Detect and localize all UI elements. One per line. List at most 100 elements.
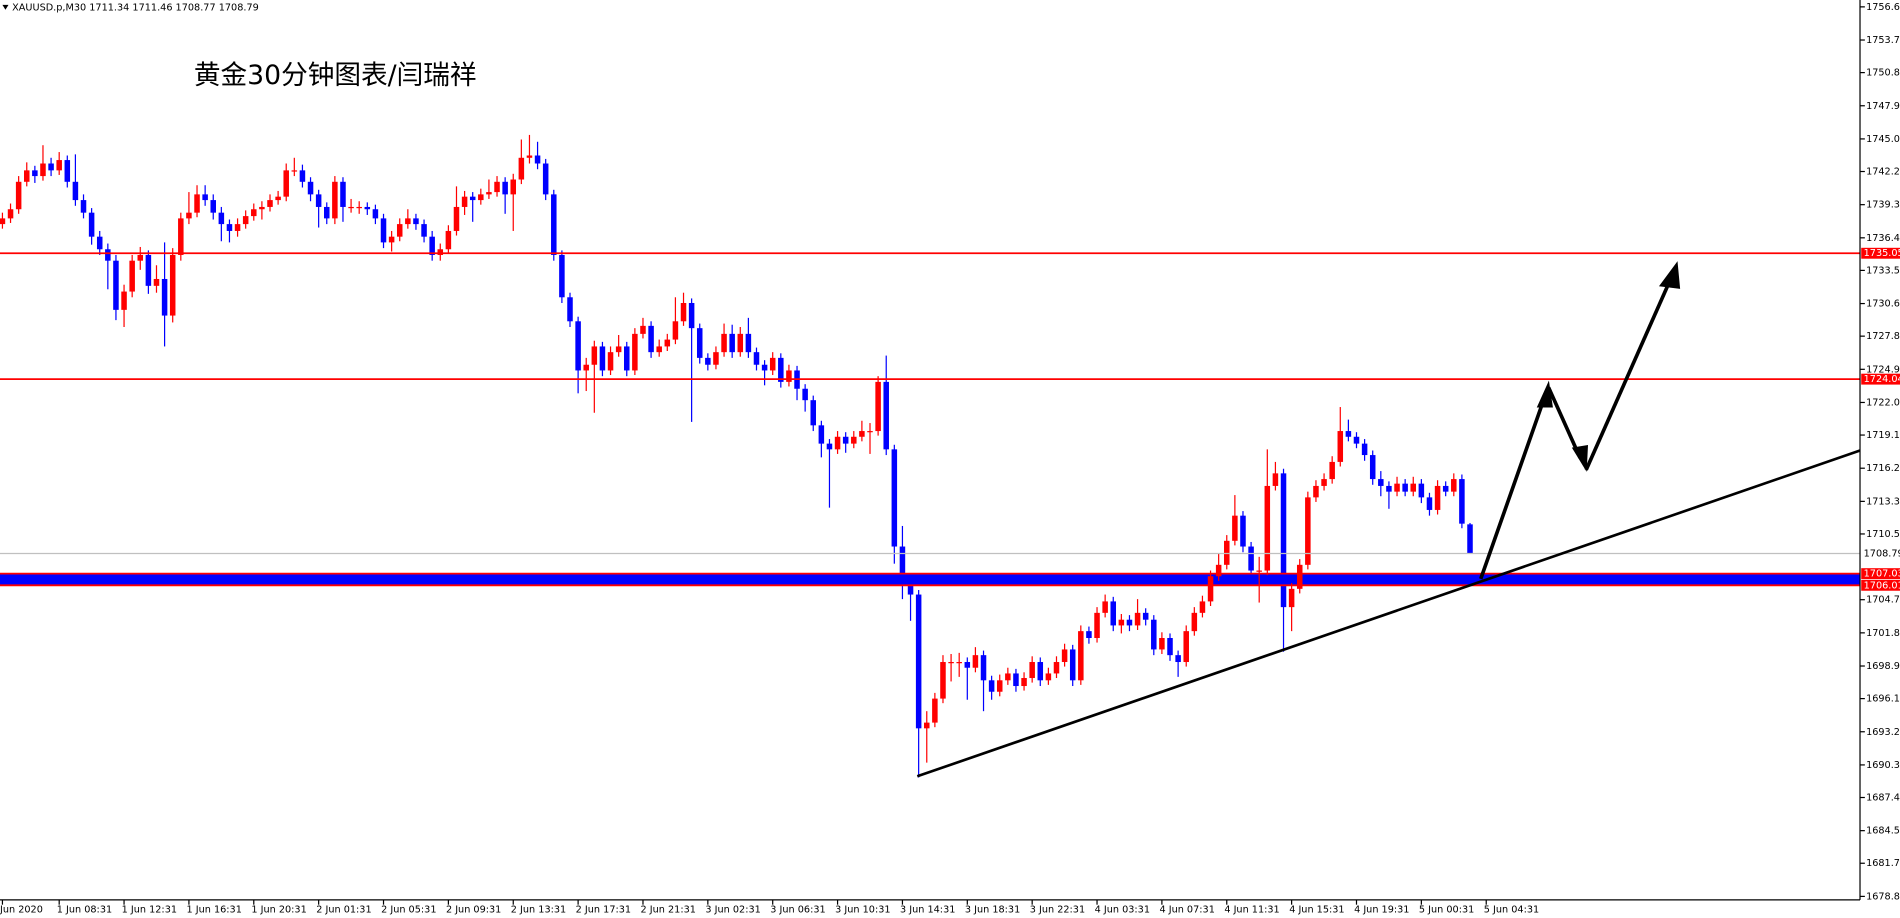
candle-body [32,170,38,177]
candle-body [202,194,208,201]
y-tick-label: 1713.35 [1866,496,1900,507]
x-tick-label: 2 Jun 17:31 [576,905,631,916]
candle-body [96,236,103,250]
candle-body [915,594,922,729]
level-label: 1735.05 [1864,248,1900,259]
candle-body [24,170,30,182]
y-tick-label: 1750.85 [1866,68,1900,79]
x-tick-label: 3 Jun 22:31 [1030,905,1085,916]
y-tick-label: 1739.30 [1866,200,1900,211]
y-tick-label: 1701.85 [1866,628,1900,639]
candle-body [891,449,898,547]
candle-body [502,181,508,195]
candle-body [1053,662,1060,674]
y-tick-label: 1710.50 [1866,529,1900,540]
x-tick-label: 3 Jun 02:31 [705,905,760,916]
candle-body [1134,612,1141,626]
candle-body [226,224,233,231]
candle-body [259,206,265,210]
candle-body [388,236,395,243]
candle-body [429,236,435,255]
candle-body [1305,497,1311,565]
y-tick-label: 1684.55 [1866,826,1900,837]
candle-body [169,254,176,316]
candle-body [599,346,606,371]
candle-body [542,163,549,195]
candle-body [972,655,979,668]
candle-body [786,370,792,382]
y-tick-label: 1696.10 [1866,694,1900,705]
candle-body [1313,485,1319,498]
candle-body [753,352,760,365]
x-tick-label: 4 Jun 15:31 [1289,905,1344,916]
candle-body [186,212,192,219]
zone-label: 1706.01 [1864,580,1900,591]
y-tick-label: 1727.80 [1866,331,1900,342]
candle-body [551,194,557,255]
y-tick-label: 1693.20 [1866,727,1900,738]
candle-body [478,194,484,201]
candle-body [1094,612,1100,639]
candle-body [356,206,362,209]
x-tick-label: 1 Jun 12:31 [122,905,177,916]
candle-body [145,254,152,286]
candle-body [680,302,687,322]
y-tick-label: 1678.80 [1866,891,1900,902]
candle-body [1248,546,1254,571]
candle-body [842,436,849,444]
trend-line [916,449,1861,778]
y-tick-label: 1756.60 [1866,2,1900,13]
x-tick-label: 3 Jun 14:31 [900,905,955,916]
candle-body [105,249,111,261]
candle-body [810,400,817,426]
candle-body [234,224,241,231]
candle-body [1126,619,1133,626]
y-tick-label: 1736.40 [1866,233,1900,244]
candle-body [761,364,768,371]
candle-body [1191,612,1198,632]
candle-body [7,209,14,219]
candle-body [932,698,938,723]
candle-body [899,546,906,584]
candle-body [1118,619,1125,626]
candle-body [0,218,6,225]
candle-body [1061,649,1068,663]
candle-body [178,218,184,255]
candle-body [315,194,322,207]
candle-body [1142,612,1149,620]
candle-body [802,388,808,401]
candle-body [194,194,200,213]
candle-body [40,163,46,177]
candle-body [1329,461,1335,480]
candle-body [324,206,330,219]
candle-body [340,181,346,207]
candle-body [696,328,703,358]
x-tick-label: 1 Jun 08:31 [57,905,112,916]
y-tick-label: 1704.75 [1866,595,1900,606]
y-tick-label: 1730.65 [1866,299,1900,310]
y-tick-label: 1733.55 [1866,265,1900,276]
zone-label-box [1861,579,1900,591]
candle-body [1069,649,1076,681]
level-label-box [1861,373,1900,385]
candle-body [1451,479,1457,492]
candle-body [348,206,354,209]
candle-body [437,249,444,255]
candle-body [1240,515,1246,547]
zone [0,573,1861,586]
x-tick-label: 1 Jun 20:31 [251,905,306,916]
candle-body [664,339,671,347]
candle-body [121,291,127,310]
candle-body [1078,631,1084,681]
x-tick-label: 3 Jun 18:31 [965,905,1020,916]
candle-body [88,212,95,237]
candle-body [907,583,914,595]
x-tick-label: 2 Jun 09:31 [446,905,501,916]
candle-body [1013,673,1019,687]
candle-body [851,436,857,444]
candle-body [1183,631,1189,663]
candle-body [1426,497,1433,510]
candle-body [1394,483,1400,492]
candle-body [1159,638,1165,650]
